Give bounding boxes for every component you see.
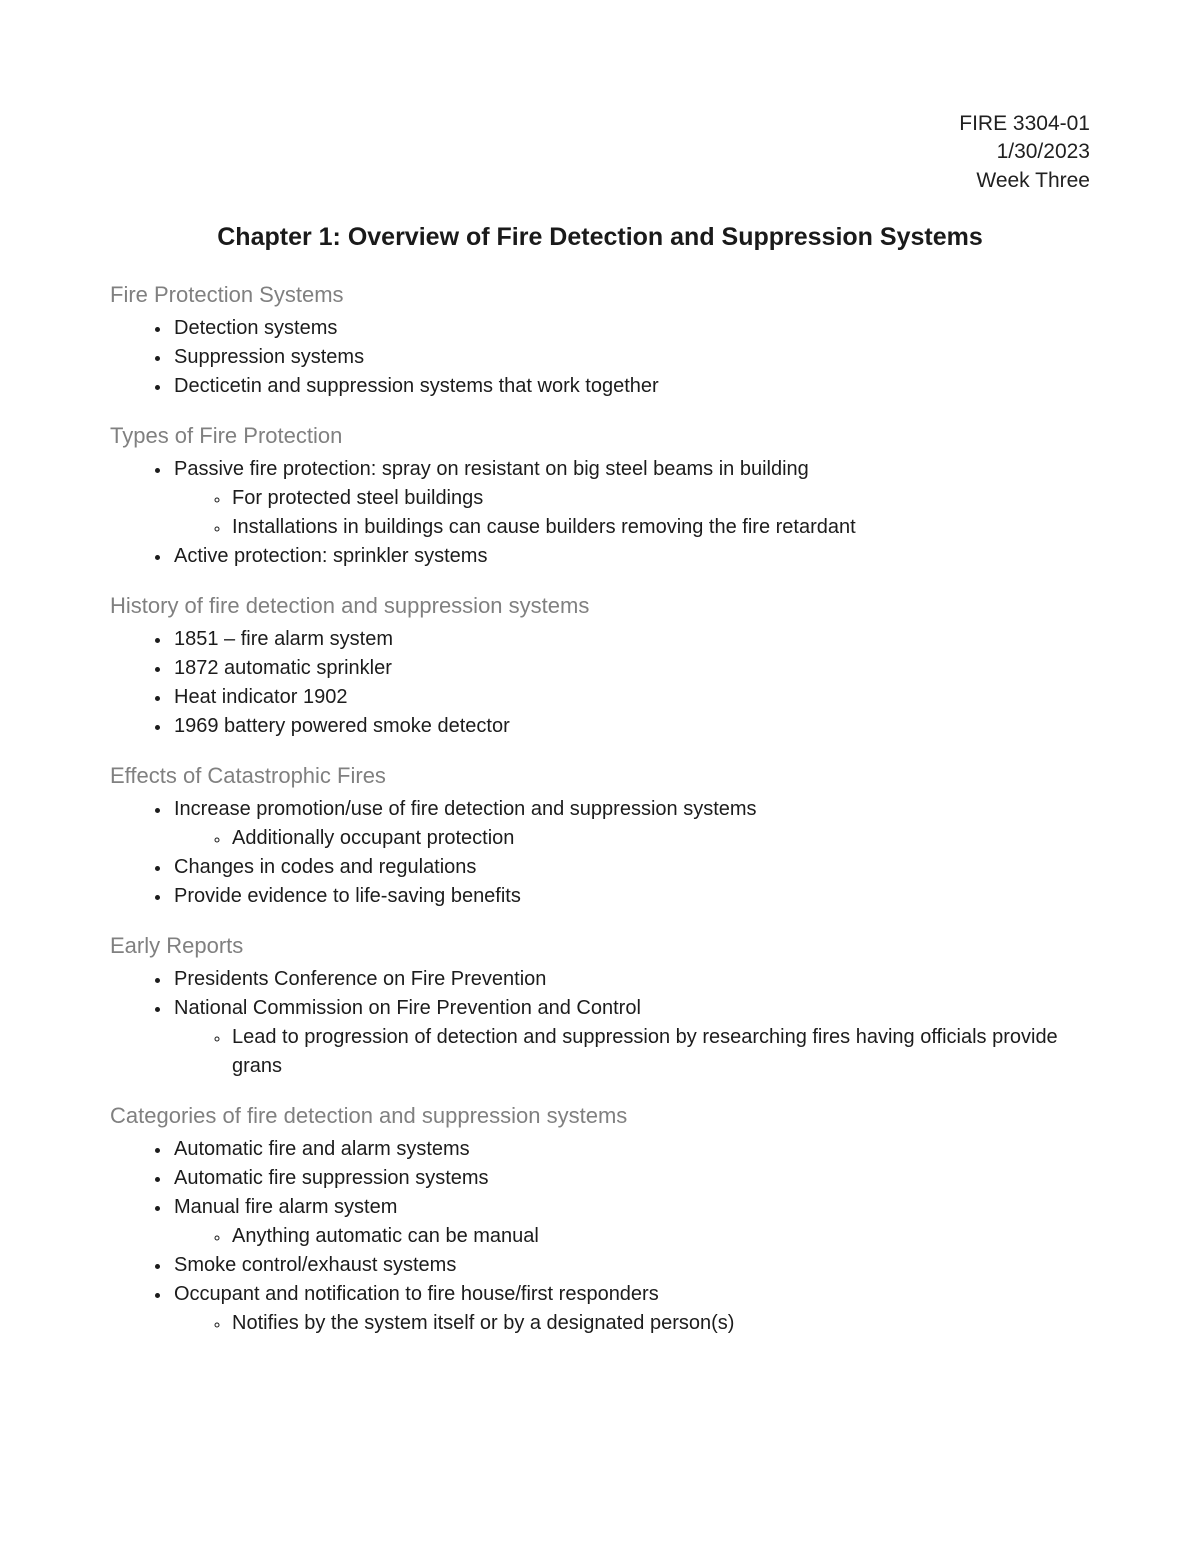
sub-bullet-list: Additionally occupant protection	[174, 824, 1090, 853]
list-item: Occupant and notification to fire house/…	[172, 1280, 1090, 1338]
list-item: Smoke control/exhaust systems	[172, 1251, 1090, 1280]
list-item-text: 1969 battery powered smoke detector	[174, 715, 510, 737]
bullet-list: Detection systems Suppression systems Dect…	[110, 314, 1090, 401]
list-item: Suppression systems	[172, 343, 1090, 372]
list-item-text: Passive fire protection: spray on resist…	[174, 458, 809, 480]
week-label: Week Three	[110, 167, 1090, 195]
list-item-text: Occupant and notification to fire house/…	[174, 1283, 659, 1305]
list-item: Heat indicator 1902	[172, 683, 1090, 712]
list-item-text: National Commission on Fire Prevention a…	[174, 997, 641, 1019]
list-item-text: Heat indicator 1902	[174, 686, 347, 708]
sub-list-item: Lead to progression of detection and sup…	[230, 1023, 1090, 1081]
list-item-text: Smoke control/exhaust systems	[174, 1254, 456, 1276]
course-code: FIRE 3304-01	[110, 110, 1090, 138]
bullet-list: Passive fire protection: spray on resist…	[110, 455, 1090, 571]
date: 1/30/2023	[110, 138, 1090, 166]
list-item: Passive fire protection: spray on resist…	[172, 455, 1090, 542]
list-item: Active protection: sprinkler systems	[172, 542, 1090, 571]
sub-bullet-list: Lead to progression of detection and sup…	[174, 1023, 1090, 1081]
section-heading: Fire Protection Systems	[110, 282, 1090, 308]
list-item-text: 1851 – fire alarm system	[174, 628, 393, 650]
section-heading: Types of Fire Protection	[110, 423, 1090, 449]
sub-bullet-list: Notifies by the system itself or by a de…	[174, 1309, 1090, 1338]
section-heading: Categories of fire detection and suppres…	[110, 1103, 1090, 1129]
list-item-text: Automatic fire suppression systems	[174, 1167, 489, 1189]
list-item: Presidents Conference on Fire Prevention	[172, 965, 1090, 994]
sub-list-item: Notifies by the system itself or by a de…	[230, 1309, 1090, 1338]
section-heading: History of fire detection and suppressio…	[110, 593, 1090, 619]
list-item: Increase promotion/use of fire detection…	[172, 795, 1090, 853]
list-item: Manual fire alarm system Anything automat…	[172, 1193, 1090, 1251]
sub-bullet-list: For protected steel buildingsInstallatio…	[174, 484, 1090, 542]
page-header: FIRE 3304-01 1/30/2023 Week Three	[110, 110, 1090, 195]
sections-container: Fire Protection Systems Detection systems…	[110, 282, 1090, 1338]
list-item-text: Manual fire alarm system	[174, 1196, 397, 1218]
list-item-text: Provide evidence to life-saving benefits	[174, 885, 521, 907]
list-item-text: Changes in codes and regulations	[174, 856, 476, 878]
list-item-text: Active protection: sprinkler systems	[174, 545, 487, 567]
list-item: Decticetin and suppression systems that …	[172, 372, 1090, 401]
chapter-title: Chapter 1: Overview of Fire Detection an…	[110, 223, 1090, 252]
list-item: Automatic fire suppression systems	[172, 1164, 1090, 1193]
sub-bullet-list: Anything automatic can be manual	[174, 1222, 1090, 1251]
list-item: Automatic fire and alarm systems	[172, 1135, 1090, 1164]
bullet-list: 1851 – fire alarm system 1872 automatic s…	[110, 625, 1090, 741]
sub-list-item: For protected steel buildings	[230, 484, 1090, 513]
list-item: Changes in codes and regulations	[172, 853, 1090, 882]
list-item: National Commission on Fire Prevention a…	[172, 994, 1090, 1081]
section-heading: Effects of Catastrophic Fires	[110, 763, 1090, 789]
list-item: 1969 battery powered smoke detector	[172, 712, 1090, 741]
bullet-list: Increase promotion/use of fire detection…	[110, 795, 1090, 911]
list-item-text: 1872 automatic sprinkler	[174, 657, 392, 679]
list-item-text: Presidents Conference on Fire Prevention	[174, 968, 546, 990]
bullet-list: Automatic fire and alarm systems Automati…	[110, 1135, 1090, 1338]
section-heading: Early Reports	[110, 933, 1090, 959]
list-item-text: Automatic fire and alarm systems	[174, 1138, 470, 1160]
list-item-text: Decticetin and suppression systems that …	[174, 375, 659, 397]
sub-list-item: Anything automatic can be manual	[230, 1222, 1090, 1251]
sub-list-item: Additionally occupant protection	[230, 824, 1090, 853]
list-item: 1851 – fire alarm system	[172, 625, 1090, 654]
list-item: Provide evidence to life-saving benefits	[172, 882, 1090, 911]
list-item: Detection systems	[172, 314, 1090, 343]
list-item-text: Suppression systems	[174, 346, 364, 368]
list-item: 1872 automatic sprinkler	[172, 654, 1090, 683]
document-page: FIRE 3304-01 1/30/2023 Week Three Chapte…	[0, 0, 1200, 1553]
bullet-list: Presidents Conference on Fire Prevention…	[110, 965, 1090, 1081]
list-item-text: Detection systems	[174, 317, 337, 339]
sub-list-item: Installations in buildings can cause bui…	[230, 513, 1090, 542]
list-item-text: Increase promotion/use of fire detection…	[174, 798, 757, 820]
